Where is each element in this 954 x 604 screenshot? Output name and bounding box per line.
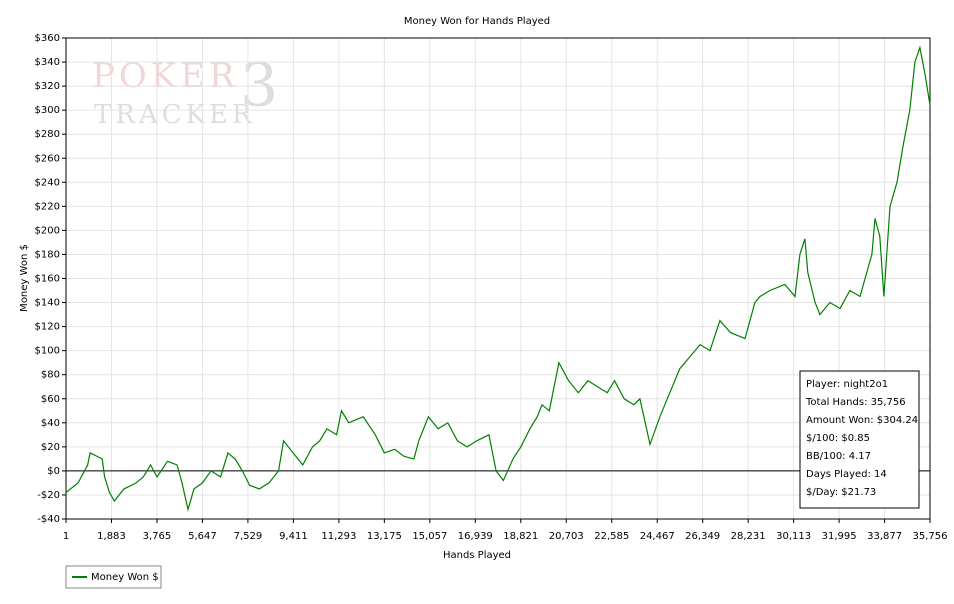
x-tick-label: 20,703 <box>549 531 584 542</box>
info-line: Player: night2o1 <box>806 379 888 390</box>
y-tick-label: $40 <box>41 418 60 429</box>
y-tick-label: $80 <box>41 370 60 381</box>
y-tick-label: $200 <box>35 225 60 236</box>
plot-frame <box>65 37 931 520</box>
y-tick-label: $360 <box>35 33 60 44</box>
x-tick-label: 3,765 <box>143 531 172 542</box>
x-tick-label: 1,883 <box>97 531 126 542</box>
y-tick-label: $60 <box>41 394 60 405</box>
y-tick-label: $0 <box>47 466 60 477</box>
x-tick-label: 9,411 <box>279 531 308 542</box>
y-tick-label: $20 <box>41 442 60 453</box>
y-tick-label: $340 <box>35 57 60 68</box>
chart-title: Money Won for Hands Played <box>404 16 550 27</box>
x-tick-label: 5,647 <box>188 531 217 542</box>
y-tick-label: $180 <box>35 249 60 260</box>
info-line: BB/100: 4.17 <box>806 451 871 462</box>
x-tick-label: 35,756 <box>913 531 948 542</box>
y-axis-label: Money Won $ <box>19 244 30 312</box>
x-tick-label: 15,057 <box>412 531 447 542</box>
x-tick-label: 33,877 <box>867 531 902 542</box>
info-line: Amount Won: $304.24 <box>806 415 918 426</box>
info-line: $/Day: $21.73 <box>806 487 876 498</box>
x-axis-label: Hands Played <box>443 550 511 561</box>
y-tick-label: $160 <box>35 274 60 285</box>
x-tick-label: 7,529 <box>234 531 263 542</box>
info-line: Days Played: 14 <box>806 469 887 480</box>
y-tick-label: $320 <box>35 81 60 92</box>
y-tick-label: -$40 <box>37 514 60 525</box>
legend-label: Money Won $ <box>91 572 159 583</box>
x-tick-label: 28,231 <box>731 531 766 542</box>
watermark-text: POKER <box>92 56 239 96</box>
y-tick-label: $240 <box>35 177 60 188</box>
y-tick-label: $280 <box>35 129 60 140</box>
info-line: $/100: $0.85 <box>806 433 870 444</box>
y-tick-label: $220 <box>35 201 60 212</box>
legend-box <box>65 565 162 589</box>
x-tick-label: 24,467 <box>640 531 675 542</box>
x-tick-label: 11,293 <box>321 531 356 542</box>
x-tick-label: 13,175 <box>367 531 402 542</box>
x-tick-label: 16,939 <box>458 531 493 542</box>
x-tick-label: 31,995 <box>822 531 857 542</box>
x-tick-label: 18,821 <box>503 531 538 542</box>
x-tick-label: 22,585 <box>594 531 629 542</box>
x-tick-label: 1 <box>63 531 69 542</box>
y-tick-label: $100 <box>35 346 60 357</box>
y-tick-label: $120 <box>35 322 60 333</box>
y-tick-label: $260 <box>35 153 60 164</box>
y-tick-label: -$20 <box>37 490 60 501</box>
y-tick-label: $140 <box>35 298 60 309</box>
x-tick-label: 30,113 <box>776 531 811 542</box>
info-box <box>799 370 920 509</box>
watermark-text: TRACKER <box>94 100 256 130</box>
series-line <box>65 45 931 512</box>
info-line: Total Hands: 35,756 <box>805 397 906 408</box>
y-tick-label: $300 <box>35 105 60 116</box>
x-tick-label: 26,349 <box>685 531 720 542</box>
